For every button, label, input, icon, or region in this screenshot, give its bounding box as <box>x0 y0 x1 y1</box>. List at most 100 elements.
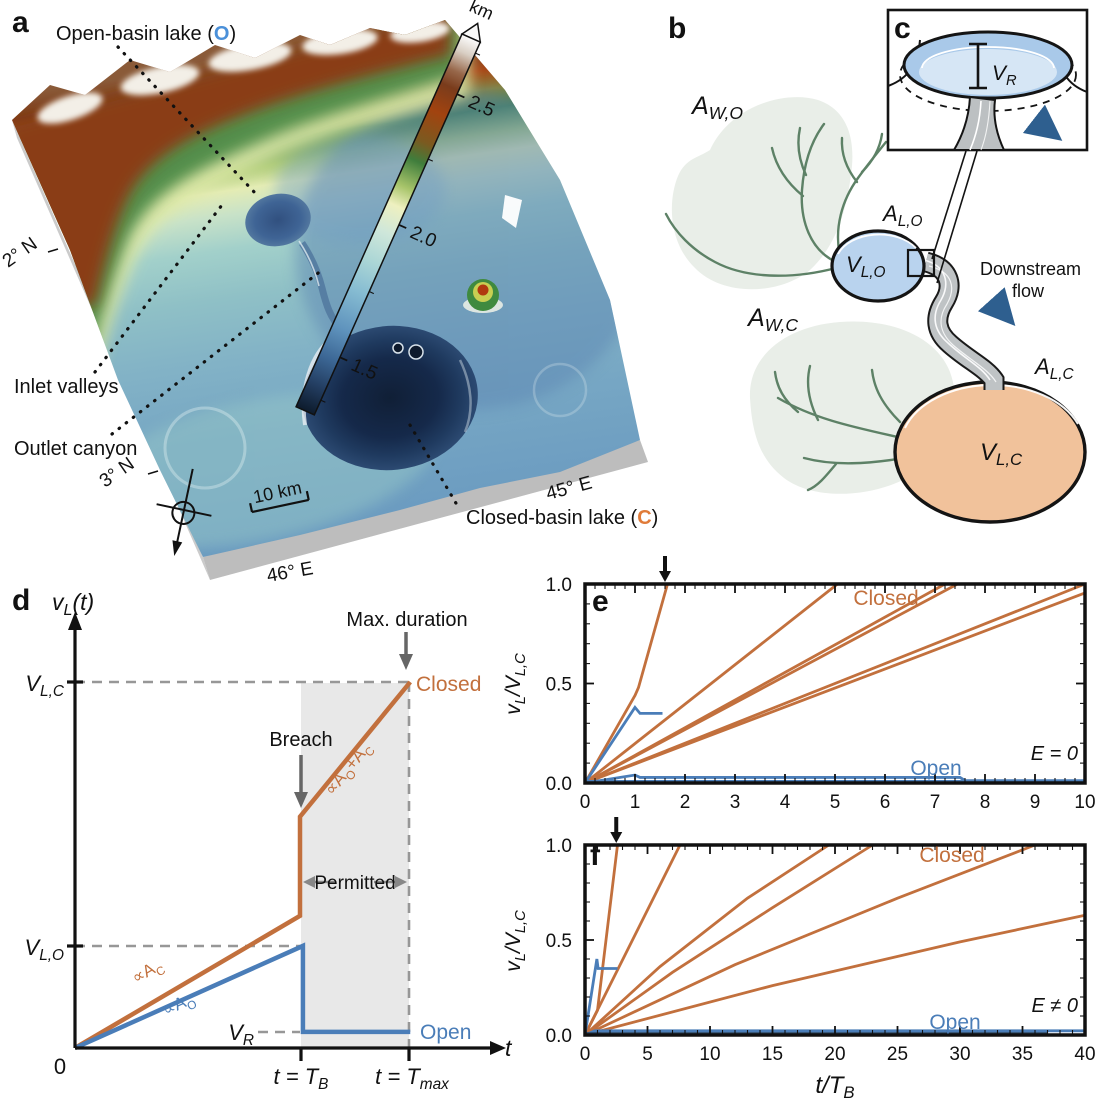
d-permitted-label: Permitted <box>314 873 395 894</box>
lake-volume-open-label: VL,O <box>846 252 886 281</box>
x-tick-label: 30 <box>949 1044 970 1065</box>
x-tick-label: 4 <box>780 792 791 813</box>
leader-lines <box>93 45 462 512</box>
d-y-title: vL(t) <box>52 589 94 619</box>
x-tick-label: 40 <box>1074 1044 1095 1065</box>
watershed-open <box>671 97 853 290</box>
d-open-label: Open <box>420 1021 471 1044</box>
vr-label: VR <box>992 62 1017 89</box>
small-volcano <box>463 279 503 313</box>
breach-arrow <box>294 755 308 808</box>
y-tick-label: 1.0 <box>546 836 572 857</box>
d-vlc-label: VL,C <box>25 671 65 700</box>
panel-letter-c: c <box>894 12 911 45</box>
series-line-Closed <box>583 583 669 784</box>
downstream-flow-arrow <box>977 287 1016 326</box>
y-tick-label: 0.0 <box>546 774 572 795</box>
f-evap-note: E ≠ 0 <box>1031 995 1078 1017</box>
y-tick-label: 0.5 <box>546 931 572 952</box>
downstream-flow-text2: flow <box>1012 281 1045 301</box>
lat-label-2n: 2° N <box>0 234 41 273</box>
plot-frame <box>583 843 1087 1037</box>
d-max-duration-label: Max. duration <box>346 609 467 631</box>
faint-crater <box>163 406 247 490</box>
x-tick-label: 2 <box>680 792 691 813</box>
series-line-Closed <box>584 843 830 1037</box>
x-tick-label: 9 <box>1030 792 1041 813</box>
ticks <box>584 844 1086 1036</box>
e-open-label: Open <box>910 757 961 780</box>
open-basin-lake <box>245 193 311 247</box>
panel-letter-b: b <box>668 12 686 45</box>
outlet-zoom-box <box>906 248 936 278</box>
d-slope-ac-label: ∝AC <box>129 955 169 991</box>
watershed-open-label: AW,O <box>690 92 743 123</box>
y-tick-label: 0.0 <box>546 1026 572 1047</box>
cloud-notch <box>502 195 522 228</box>
d-tmax-label: t = Tmax <box>375 1064 450 1093</box>
x-tick-label: 15 <box>762 1044 783 1065</box>
y-tick-label: 0.5 <box>546 675 572 696</box>
panel-letter-e: e <box>592 585 609 618</box>
x-tick-label: 25 <box>887 1044 908 1065</box>
permitted-span-arrows <box>303 876 407 888</box>
x-tick-label: 1 <box>630 792 641 813</box>
inlet-streams-closed <box>773 364 906 492</box>
outlet-channel <box>922 251 1005 390</box>
closed-basin-lake <box>302 325 478 471</box>
outlet-canyon-channel <box>299 241 345 333</box>
x-tick-label: 7 <box>930 792 941 813</box>
series-line-Closed <box>73 680 412 1050</box>
compass-rose <box>156 468 212 556</box>
lake-area-closed-label: AL,C <box>1033 354 1075 383</box>
dashed-guides <box>75 680 411 1048</box>
lake-volume-closed-label: VL,C <box>980 439 1023 469</box>
d-x-title: t <box>505 1035 513 1061</box>
x-tick-label: 10 <box>1074 792 1095 813</box>
breach-time-arrowhead <box>659 571 671 582</box>
e-evap-note: E = 0 <box>1031 743 1078 765</box>
permitted-window-shading <box>301 683 409 1048</box>
inlet-streams-open <box>664 122 888 277</box>
f-closed-label: Closed <box>919 844 984 867</box>
series-line-Closed <box>584 843 874 1037</box>
panel-letter-d: d <box>12 584 30 617</box>
x-tick-label: 0 <box>580 792 591 813</box>
chart-e: 0 1 2 3 4 5 6 7 8 9 10 0.0 0.5 1.0 <box>546 556 1096 813</box>
e-closed-label: Closed <box>853 587 918 610</box>
ticks <box>584 583 1086 784</box>
f-x-title: t/TB <box>815 1072 854 1102</box>
series-line-Open <box>583 958 618 1036</box>
outlet-canyon-label: Outlet canyon <box>14 438 137 460</box>
x-tick-label: 20 <box>824 1044 845 1065</box>
panel-letter-f: f <box>590 839 601 872</box>
x-tick-label: 8 <box>980 792 991 813</box>
vr-depth-bracket <box>969 42 987 90</box>
axes <box>67 628 492 1061</box>
x-tick-label: 5 <box>642 1044 653 1065</box>
series-line-Closed <box>584 843 1036 1037</box>
breach-time-arrowhead <box>610 832 623 843</box>
x-tick-label: 10 <box>699 1044 720 1065</box>
series-line-Closed <box>584 582 959 785</box>
max-duration-arrow <box>399 632 413 670</box>
d-vlo-label: VL,O <box>25 935 65 964</box>
x-tick-label: 0 <box>580 1044 591 1065</box>
d-origin-label: 0 <box>54 1054 66 1079</box>
series-line-Closed <box>584 591 1086 785</box>
x-tick-label: 5 <box>830 792 841 813</box>
panels-e-f-charts: 0 1 2 3 4 5 6 7 8 9 10 0.0 0.5 1.0 0 5 10 15 20 25 30 35 40 0.… <box>502 556 1096 1102</box>
f-y-title: vL/VL,C <box>502 910 529 972</box>
panel-a-map: 10 km km 2.5 2.0 1.5 a Open-basin lake (… <box>0 0 658 587</box>
panel-letter-a: a <box>12 6 29 39</box>
concept-series <box>73 680 412 1051</box>
open-lake <box>830 229 926 303</box>
x-tick-label: 3 <box>730 792 741 813</box>
series-line-Closed <box>583 844 682 1036</box>
f-open-label: Open <box>929 1011 980 1034</box>
series-line-Open <box>74 942 411 1051</box>
open-basin-lake-label: Open-basin lake (O) <box>56 23 236 45</box>
watershed-closed-label: AW,C <box>746 304 798 335</box>
d-tb-label: t = TB <box>274 1064 329 1093</box>
